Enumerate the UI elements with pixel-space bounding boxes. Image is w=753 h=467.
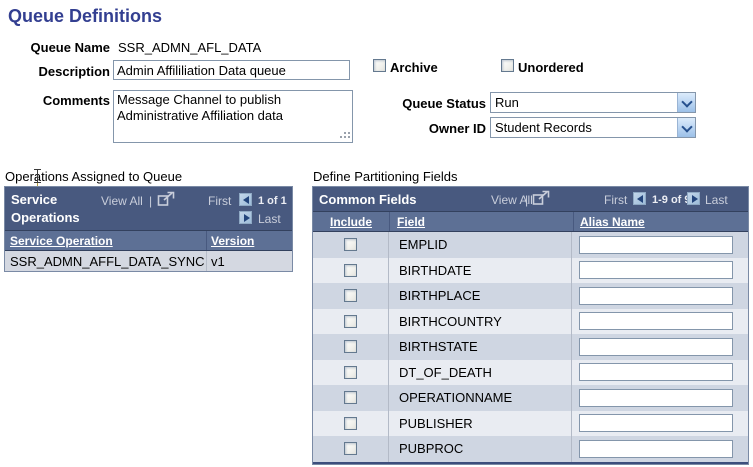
- next-rows-button[interactable]: [687, 192, 700, 205]
- description-input[interactable]: [113, 60, 350, 80]
- chevron-down-icon[interactable]: [677, 118, 695, 137]
- include-checkbox[interactable]: [344, 365, 357, 379]
- table-row: SSR_ADMN_AFFL_DATA_SYNC v1: [5, 251, 292, 271]
- table-row: BIRTHCOUNTRY: [313, 308, 748, 334]
- archive-checkbox[interactable]: [373, 59, 386, 72]
- operations-grid-caption: Operations Assigned to Queue: [5, 169, 183, 184]
- queue-name-label: Queue Name: [30, 40, 110, 55]
- nav-divider: |: [149, 194, 153, 208]
- table-row: BIRTHSTATE: [313, 334, 748, 360]
- include-checkbox[interactable]: [344, 238, 357, 252]
- column-header-version[interactable]: Version: [211, 233, 255, 248]
- fields-grid-caption: Define Partitioning Fields: [313, 169, 458, 184]
- include-checkbox[interactable]: [344, 289, 357, 303]
- comments-label: Comments: [42, 93, 110, 108]
- first-link[interactable]: First: [604, 193, 628, 207]
- field-name: PUBLISHER: [389, 410, 572, 436]
- unordered-checkbox[interactable]: [501, 59, 514, 72]
- table-row: EMPLID: [313, 232, 748, 258]
- field-name: OPERATIONNAME: [389, 385, 572, 411]
- alias-name-input[interactable]: [579, 312, 733, 331]
- queue-status-select[interactable]: Run: [490, 92, 696, 113]
- operations-grid-title: Service Operations: [11, 192, 80, 225]
- table-row: PUBLISHER: [313, 410, 748, 436]
- row-counter: 1 of 1: [258, 195, 287, 207]
- alias-name-input[interactable]: [579, 337, 733, 356]
- view-all-link[interactable]: View All: [101, 194, 143, 208]
- view-all-link[interactable]: View All: [491, 193, 533, 207]
- alias-name-input[interactable]: [579, 439, 733, 458]
- comments-textarea[interactable]: Message Channel to publish Administrativ…: [113, 90, 353, 143]
- include-checkbox[interactable]: [344, 416, 357, 430]
- queue-status-value: Run: [495, 95, 519, 110]
- popout-grid-icon[interactable]: [532, 190, 551, 209]
- table-row: DT_OF_DEATH: [313, 359, 748, 385]
- nav-divider: |: [525, 193, 529, 207]
- alias-name-input[interactable]: [579, 286, 733, 305]
- first-link[interactable]: First: [208, 194, 232, 208]
- table-row: BIRTHDATE: [313, 257, 748, 283]
- queue-name-value: SSR_ADMN_AFL_DATA: [118, 40, 262, 55]
- column-header-field[interactable]: Field: [397, 214, 426, 229]
- alias-name-input[interactable]: [579, 388, 733, 407]
- queue-status-label: Queue Status: [402, 96, 486, 111]
- operations-grid: Service Operations View All | First 1 of…: [4, 186, 293, 272]
- popout-grid-icon[interactable]: [157, 191, 176, 210]
- owner-id-value: Student Records: [495, 120, 592, 135]
- table-row: PUBPROC: [313, 436, 748, 462]
- last-link[interactable]: Last: [258, 212, 281, 226]
- table-row: BIRTHPLACE: [313, 283, 748, 309]
- common-fields-grid: Common Fields View All | First 1-9 of 9 …: [312, 186, 749, 465]
- field-name: BIRTHDATE: [389, 257, 572, 283]
- archive-label: Archive: [390, 60, 438, 75]
- field-name: BIRTHCOUNTRY: [389, 308, 572, 334]
- field-name: DT_OF_DEATH: [389, 359, 572, 385]
- alias-name-input[interactable]: [579, 363, 733, 382]
- version-value: v1: [211, 253, 225, 269]
- include-checkbox[interactable]: [344, 391, 357, 405]
- include-checkbox[interactable]: [344, 263, 357, 277]
- field-name: EMPLID: [389, 232, 572, 258]
- include-checkbox[interactable]: [344, 314, 357, 328]
- include-checkbox[interactable]: [344, 340, 357, 354]
- page-title: Queue Definitions: [8, 6, 163, 26]
- alias-name-input[interactable]: [579, 235, 733, 254]
- fields-grid-title: Common Fields: [319, 192, 417, 207]
- column-header-alias-name[interactable]: Alias Name: [580, 214, 645, 229]
- alias-name-input[interactable]: [579, 414, 733, 433]
- next-row-button[interactable]: [239, 211, 252, 224]
- field-name: PUBPROC: [389, 436, 572, 462]
- table-row: OPERATIONNAME: [313, 385, 748, 411]
- chevron-down-icon[interactable]: [677, 93, 695, 112]
- previous-rows-button[interactable]: [633, 192, 646, 205]
- field-name: BIRTHSTATE: [389, 334, 572, 360]
- service-operation-value: SSR_ADMN_AFFL_DATA_SYNC: [10, 253, 205, 269]
- row-counter: 1-9 of 9: [652, 194, 691, 206]
- column-header-service-operation[interactable]: Service Operation: [10, 233, 113, 248]
- previous-row-button[interactable]: [239, 193, 252, 206]
- owner-id-select[interactable]: Student Records: [490, 117, 696, 138]
- include-checkbox[interactable]: [344, 442, 357, 456]
- unordered-label: Unordered: [518, 60, 584, 75]
- owner-id-label: Owner ID: [428, 121, 486, 136]
- column-header-include[interactable]: Include: [329, 214, 372, 229]
- last-link[interactable]: Last: [705, 193, 728, 207]
- description-label: Description: [38, 64, 110, 79]
- alias-name-input[interactable]: [579, 261, 733, 280]
- field-name: BIRTHPLACE: [389, 283, 572, 309]
